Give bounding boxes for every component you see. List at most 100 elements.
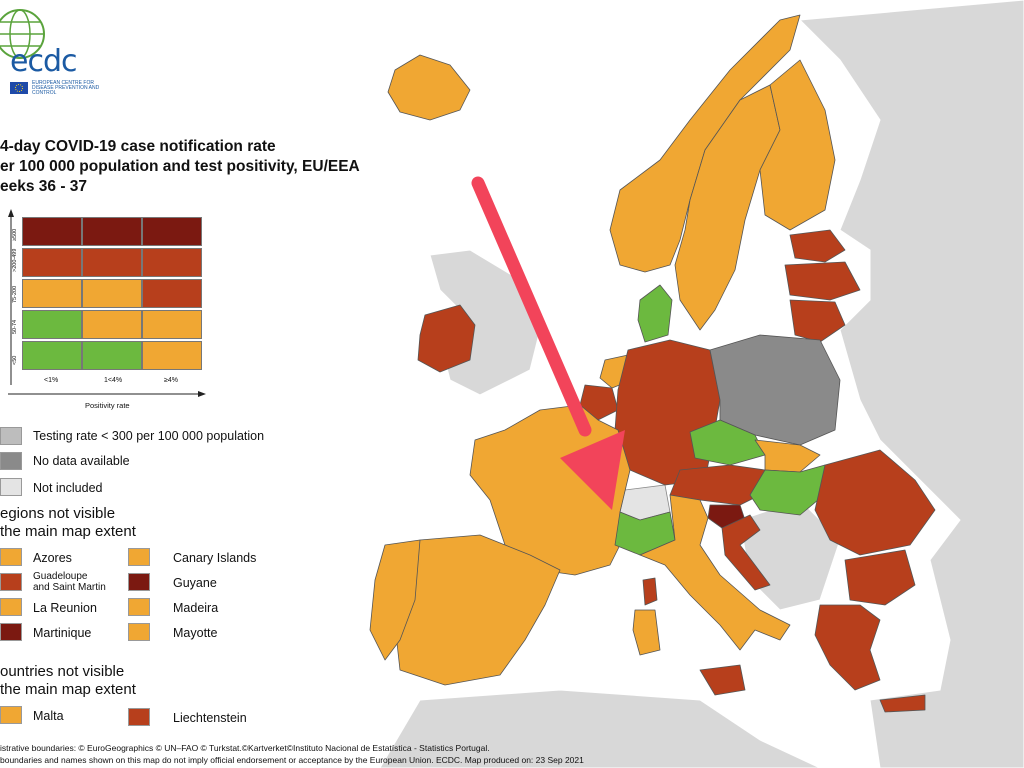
map-region-bulgaria bbox=[844, 549, 916, 606]
regions-heading-line-1: egions not visible bbox=[0, 505, 116, 522]
matrix-cell-0-2 bbox=[142, 217, 202, 246]
map-title: 4-day COVID-19 case notification rate er… bbox=[0, 137, 360, 197]
swatch-guyane bbox=[128, 573, 150, 591]
matrix-cell-2-1 bbox=[82, 279, 142, 308]
map-region-hungary bbox=[749, 464, 831, 516]
country-malta: Malta bbox=[33, 709, 64, 723]
map-region-poland bbox=[709, 334, 841, 446]
matrix-cell-3-2 bbox=[142, 310, 202, 339]
map-region-spain bbox=[394, 534, 561, 686]
matrix-cell-4-1 bbox=[82, 341, 142, 370]
map-region-estonia bbox=[789, 229, 846, 263]
y-axis-arrow-icon bbox=[8, 209, 14, 385]
map-region-finland bbox=[759, 59, 836, 231]
swatch-not-included bbox=[0, 478, 22, 496]
map-region-norway bbox=[609, 14, 801, 273]
map-region-sicily bbox=[699, 664, 746, 696]
map-region-denmark bbox=[637, 284, 673, 343]
matrix-cell-2-2 bbox=[142, 279, 202, 308]
region-guyane: Guyane bbox=[173, 576, 217, 590]
matrix-y-label: <50 bbox=[12, 355, 18, 365]
title-line-2: er 100 000 population and test positivit… bbox=[0, 158, 360, 175]
country-liechtenstein: Liechtenstein bbox=[173, 711, 247, 725]
map-region-slovakia bbox=[754, 439, 821, 473]
regions-heading-line-2: the main map extent bbox=[0, 523, 136, 540]
matrix-x-label: ≥4% bbox=[164, 377, 178, 384]
title-line-3: eeks 36 - 37 bbox=[0, 178, 88, 195]
countries-heading-line-1: ountries not visible bbox=[0, 663, 125, 680]
map-region-latvia bbox=[784, 261, 861, 301]
legend-no-data: No data available bbox=[33, 454, 130, 468]
swatch-liechtenstein bbox=[128, 708, 150, 726]
map-region-ireland bbox=[417, 304, 476, 373]
footer-line-2: boundaries and names shown on this map d… bbox=[0, 755, 584, 765]
swatch-mayotte bbox=[128, 623, 150, 641]
matrix-cell-1-0 bbox=[22, 248, 82, 277]
matrix-cell-2-0 bbox=[22, 279, 82, 308]
matrix-cell-0-0 bbox=[22, 217, 82, 246]
map-region-cyprus bbox=[879, 694, 926, 713]
swatch-la-reunion bbox=[0, 598, 22, 616]
region-la-reunion: La Reunion bbox=[33, 601, 97, 615]
matrix-y-label: 75-200 bbox=[12, 285, 18, 303]
logo-subtitle: EUROPEAN CENTRE FOR DISEASE PREVENTION A… bbox=[32, 80, 100, 96]
matrix-cell-3-1 bbox=[82, 310, 142, 339]
matrix-y-label: >200-499 bbox=[12, 248, 18, 272]
countries-heading-line-2: the main map extent bbox=[0, 681, 136, 698]
swatch-canary-islands bbox=[128, 548, 150, 566]
region-guadeloupe-line-2: and Saint Martin bbox=[33, 582, 106, 593]
countries-section-heading: ountries not visible the main map extent bbox=[0, 663, 136, 699]
map-region-italy bbox=[639, 494, 791, 651]
swatch-testing bbox=[0, 427, 22, 445]
swatch-guadeloupe bbox=[0, 573, 22, 591]
regions-section-heading: egions not visible the main map extent bbox=[0, 505, 136, 541]
region-mayotte: Mayotte bbox=[173, 626, 218, 640]
red-arrow-icon bbox=[471, 176, 625, 510]
map-region-greece bbox=[814, 604, 881, 691]
matrix-cell-0-1 bbox=[82, 217, 142, 246]
x-axis-title: Positivity rate bbox=[85, 401, 130, 410]
region-martinique: Martinique bbox=[33, 626, 92, 640]
swatch-malta bbox=[0, 706, 22, 724]
map-region-portugal bbox=[369, 539, 421, 661]
region-madeira: Madeira bbox=[173, 601, 219, 615]
map-region-germany bbox=[614, 339, 721, 486]
map-region-sardinia bbox=[632, 609, 661, 656]
map-region-romania bbox=[814, 449, 936, 556]
footer-line-1: istrative boundaries: © EuroGeographics … bbox=[0, 743, 490, 753]
region-azores: Azores bbox=[33, 551, 72, 565]
title-line-1: 4-day COVID-19 case notification rate bbox=[0, 138, 276, 155]
globe-icon bbox=[0, 9, 45, 59]
matrix-x-label: 1<4% bbox=[104, 377, 123, 384]
map-region-iceland bbox=[387, 54, 471, 121]
matrix-y-label: 50-74 bbox=[12, 319, 18, 334]
region-canary-islands: Canary Islands bbox=[173, 551, 257, 565]
map-regions bbox=[369, 14, 936, 713]
matrix-x-label: <1% bbox=[44, 377, 59, 384]
region-guadeloupe-line-1: Guadeloupe bbox=[33, 571, 88, 582]
swatch-no-data bbox=[0, 452, 22, 470]
matrix-cell-4-0 bbox=[22, 341, 82, 370]
region-guadeloupe: Guadeloupe and Saint Martin bbox=[33, 571, 106, 593]
matrix-cell-3-0 bbox=[22, 310, 82, 339]
map-region-croatia bbox=[721, 514, 771, 591]
non-eu-land bbox=[379, 0, 1024, 768]
eu-flag-icon bbox=[10, 82, 28, 94]
matrix-y-label: ≥500 bbox=[12, 228, 18, 241]
matrix-cell-1-1 bbox=[82, 248, 142, 277]
map-region-corsica bbox=[642, 577, 658, 606]
x-axis-arrow-icon bbox=[8, 391, 206, 397]
swatch-madeira bbox=[128, 598, 150, 616]
legend-testing: Testing rate < 300 per 100 000 populatio… bbox=[33, 429, 265, 443]
matrix-cell-1-2 bbox=[142, 248, 202, 277]
map-region-sweden bbox=[674, 84, 781, 331]
swatch-azores bbox=[0, 548, 22, 566]
matrix-legend: ≥500 >200-499 75-200 50-74 <50 <1% 1<4% ≥4% Po… bbox=[0, 205, 206, 410]
legend-not-included: Not included bbox=[33, 481, 103, 495]
map-region-lithuania bbox=[789, 299, 846, 343]
logo-text: ecdc bbox=[10, 44, 77, 79]
map-region-belgium bbox=[579, 384, 619, 421]
ecdc-logo: ecdc EUROPEAN CENTRE FOR DISEASE PREVENT… bbox=[0, 2, 99, 97]
swatch-martinique bbox=[0, 623, 22, 641]
